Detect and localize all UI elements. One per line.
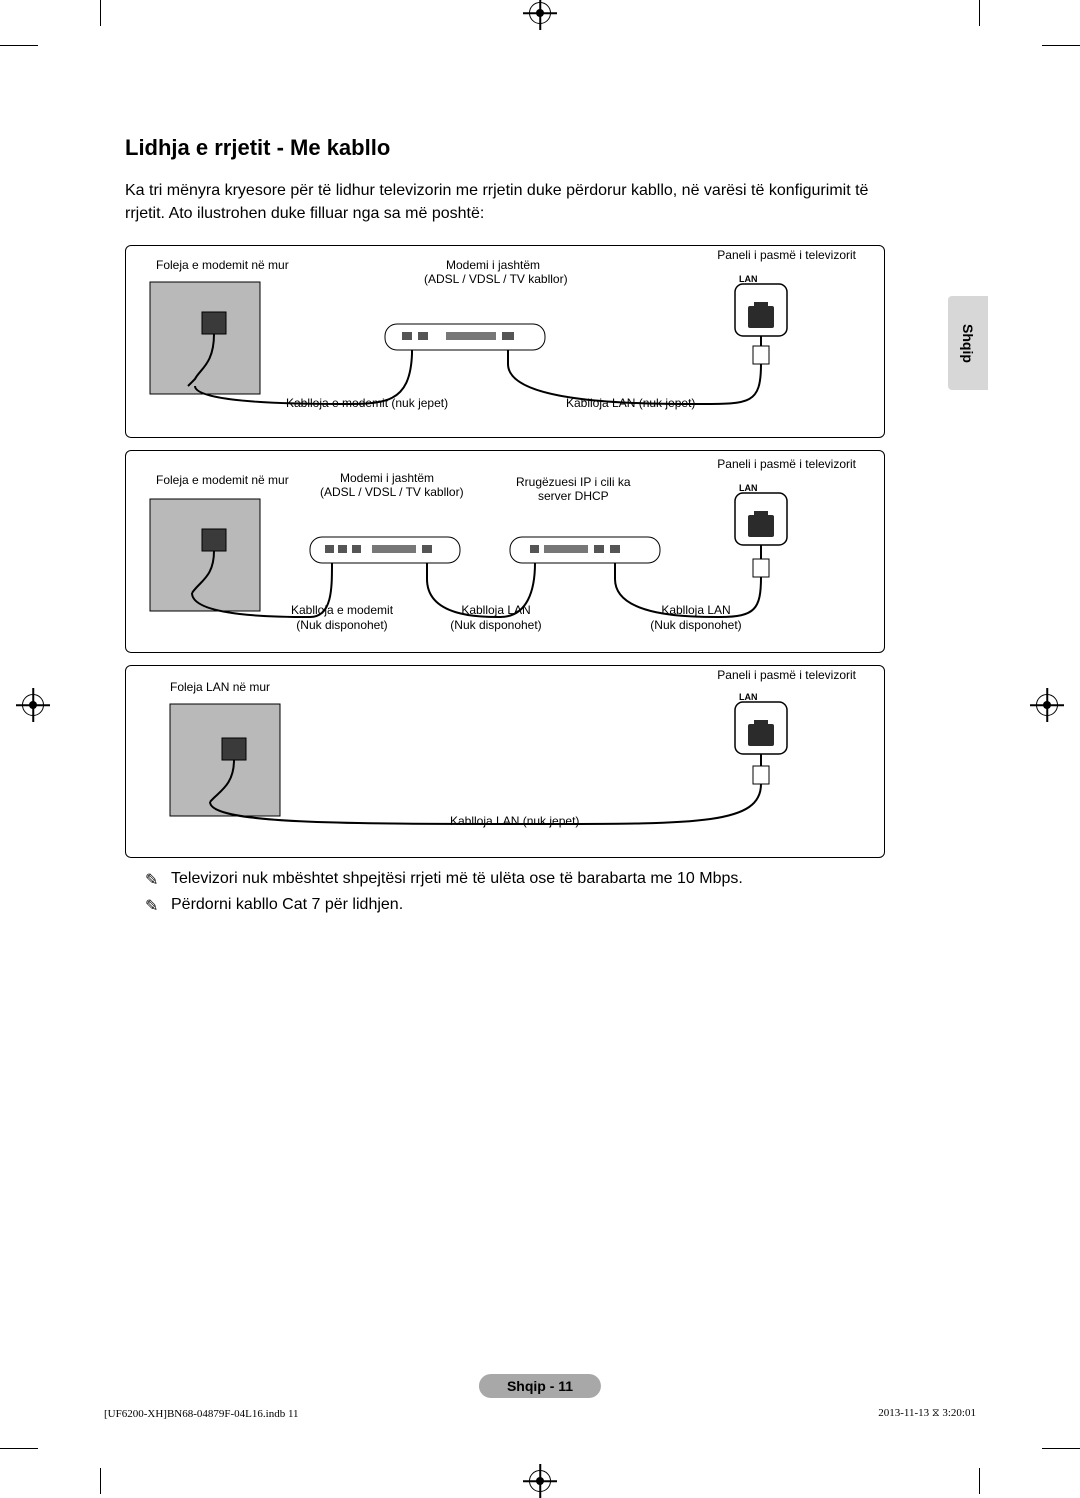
registration-mark <box>529 1470 551 1492</box>
diagram-2: Foleja e modemit në mur Modemi i jashtëm… <box>125 450 885 653</box>
d2-modem-sub: (ADSL / VDSL / TV kabllor) <box>320 485 464 499</box>
diagram-3: Foleja LAN në mur Paneli i pasmë i telev… <box>125 665 885 858</box>
d2-router-sub: server DHCP <box>538 489 609 503</box>
page-frame: Shqip Lidhja e rrjetit - Me kabllo Ka tr… <box>40 40 1040 1454</box>
d2-modem-cable-top: Kablloja e modemit <box>291 603 393 617</box>
language-tab: Shqip <box>948 296 988 390</box>
d2-tv-panel: Paneli i pasmë i televizorit <box>717 457 856 471</box>
d3-lan-cable: Kablloja LAN (nuk jepet) <box>450 814 579 828</box>
note-2: Përdorni kabllo Cat 7 për lidhjen. <box>145 896 885 914</box>
footer-page-pill: Shqip - 11 <box>479 1374 601 1398</box>
d3-tv-panel: Paneli i pasmë i televizorit <box>717 668 856 682</box>
crop-mark <box>0 45 38 46</box>
d2-router-top: Rrugëzuesi IP i cili ka <box>516 475 631 489</box>
d1-modem-top: Modemi i jashtëm <box>446 258 540 272</box>
crop-mark <box>100 0 101 26</box>
d2-lan: LAN <box>739 483 758 494</box>
d1-wall-label: Foleja e modemit në mur <box>156 258 289 272</box>
d1-modem-sub: (ADSL / VDSL / TV kabllor) <box>424 272 568 286</box>
language-tab-label: Shqip <box>960 324 976 363</box>
d2-lan2-top: Kablloja LAN <box>661 603 730 617</box>
footer-left-text: [UF6200-XH]BN68-04879F-04L16.indb 11 <box>104 1408 299 1420</box>
crop-mark <box>979 0 980 26</box>
page-title: Lidhja e rrjetit - Me kabllo <box>125 135 885 161</box>
d2-lan1-top: Kablloja LAN <box>461 603 530 617</box>
d2-lan2-sub: (Nuk disponohet) <box>650 618 741 632</box>
diagram-1: Foleja e modemit në mur Modemi i jashtëm… <box>125 245 885 438</box>
content-area: Lidhja e rrjetit - Me kabllo Ka tri mëny… <box>125 135 885 922</box>
d1-tv-panel: Paneli i pasmë i televizorit <box>717 248 856 262</box>
footer-right-text: 2013-11-13 ⧖ 3:20:01 <box>878 1407 976 1420</box>
crop-mark <box>100 1468 101 1494</box>
registration-mark <box>529 2 551 24</box>
note-1: Televizori nuk mbështet shpejtësi rrjeti… <box>145 870 885 888</box>
notes-section: Televizori nuk mbështet shpejtësi rrjeti… <box>125 870 885 914</box>
d2-wall-label: Foleja e modemit në mur <box>156 473 289 487</box>
d1-lan: LAN <box>739 274 758 285</box>
d1-modem-cable: Kablloja e modemit (nuk jepet) <box>286 396 448 410</box>
d3-lan: LAN <box>739 692 758 703</box>
d2-modem-top: Modemi i jashtëm <box>340 471 434 485</box>
d2-modem-cable-sub: (Nuk disponohet) <box>296 618 387 632</box>
crop-mark <box>1042 45 1080 46</box>
crop-mark <box>0 1448 38 1449</box>
intro-text: Ka tri mënyra kryesore për të lidhur tel… <box>125 179 885 225</box>
crop-mark <box>979 1468 980 1494</box>
d2-lan1-sub: (Nuk disponohet) <box>450 618 541 632</box>
crop-mark <box>1042 1448 1080 1449</box>
d3-wall-label: Foleja LAN në mur <box>170 680 270 694</box>
d1-lan-cable: Kablloja LAN (nuk jepet) <box>566 396 695 410</box>
